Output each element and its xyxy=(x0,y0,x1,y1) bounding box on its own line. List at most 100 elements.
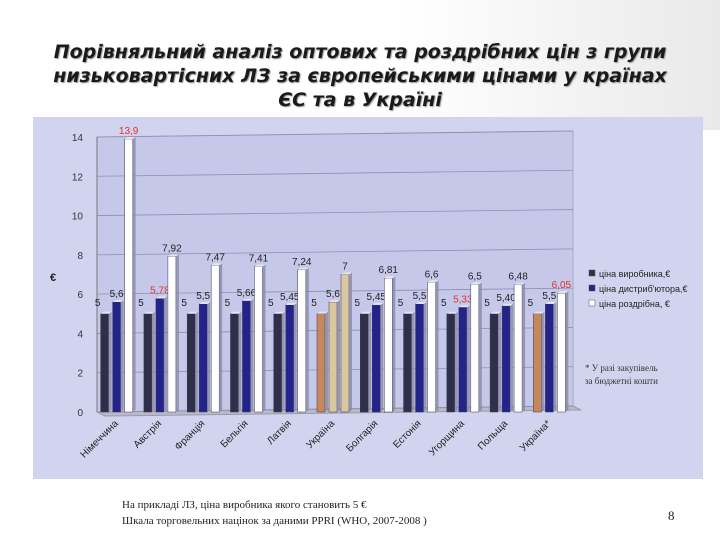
bar-top-series1 xyxy=(372,302,384,305)
data-label: 7,92 xyxy=(162,243,182,254)
y-tick-label: 4 xyxy=(77,329,83,340)
bar-side-series2 xyxy=(305,267,309,412)
bar-chart: 0 2 4 6 8 10 12 14 €5 5,6 13,9 Німеччина 5 5,78 7,92 Ав… xyxy=(50,126,688,461)
bar-side-series1 xyxy=(120,300,124,412)
data-label: 5,5 xyxy=(196,291,210,302)
legend-swatch xyxy=(588,269,596,277)
bar-series1 xyxy=(458,307,468,413)
bar-side-series2 xyxy=(435,280,439,412)
slide-header-background xyxy=(0,0,720,130)
bar-top-series2 xyxy=(341,272,352,275)
bar-side-series1 xyxy=(553,301,557,412)
bar-top-series1 xyxy=(458,305,470,308)
annotation-text: за бюджетні кошти xyxy=(585,376,658,386)
bar-top-series2 xyxy=(384,276,396,279)
y-tick-label: 10 xyxy=(72,212,84,223)
bar-top-series2 xyxy=(514,282,526,285)
bar-series0 xyxy=(403,313,412,413)
bar-side-series0 xyxy=(238,311,242,412)
bar-side-series0 xyxy=(151,311,155,412)
bar-series1 xyxy=(545,303,554,413)
data-label: 5 xyxy=(398,298,404,309)
bar-series0 xyxy=(230,313,239,413)
data-label: 5 xyxy=(528,298,534,309)
bar-top-series1 xyxy=(502,303,514,306)
gridline xyxy=(96,169,574,177)
bar-series0 xyxy=(143,313,153,413)
data-label: 6,5 xyxy=(468,271,482,282)
bar-top-series2 xyxy=(427,280,439,283)
data-label: 5 xyxy=(225,298,231,309)
x-tick-label: Угорщина xyxy=(427,418,467,458)
data-label: 5 xyxy=(268,298,274,309)
bar-top-series0 xyxy=(187,311,199,314)
bar-top-series0 xyxy=(403,311,415,314)
bar-side-series2 xyxy=(349,272,352,412)
bar-side-series1 xyxy=(466,305,470,412)
legend-swatch xyxy=(588,299,596,307)
data-label: 7 xyxy=(342,262,348,273)
bar-top-series1 xyxy=(545,301,557,304)
bar-series2 xyxy=(167,256,177,413)
data-label: 5 xyxy=(138,298,144,309)
bar-side-series0 xyxy=(498,311,502,412)
data-label: 5,6 xyxy=(110,289,124,300)
bar-series2 xyxy=(210,265,220,413)
bar-top-series1 xyxy=(415,301,427,304)
bar-top-series1 xyxy=(155,296,167,299)
data-label: 13,9 xyxy=(119,126,139,137)
data-label: 5,66 xyxy=(237,288,257,299)
y-tick-label: 14 xyxy=(72,133,84,144)
y-tick-label: 0 xyxy=(77,408,83,419)
y-tick-label: 2 xyxy=(77,369,83,380)
bar-series1 xyxy=(112,301,121,413)
bar-side-series2 xyxy=(132,136,136,412)
x-tick-label: Україна* xyxy=(518,418,554,454)
bar-side-series1 xyxy=(293,302,297,412)
bar-side-series2 xyxy=(219,263,223,412)
bar-top-series0 xyxy=(490,311,502,314)
data-label: 7,24 xyxy=(292,257,312,268)
bar-series0 xyxy=(533,313,542,413)
data-label: 5 xyxy=(441,298,447,309)
bar-series1 xyxy=(285,304,294,413)
data-label: 5,6 xyxy=(326,289,340,300)
bar-series2 xyxy=(513,284,523,413)
bar-series0 xyxy=(186,313,196,413)
bar-side-series2 xyxy=(392,276,396,412)
footnote: На прикладі ЛЗ, ціна виробника якого ста… xyxy=(122,497,427,529)
x-tick-label: Україна xyxy=(304,418,337,451)
bar-series0 xyxy=(316,313,326,413)
bar-side-series0 xyxy=(411,311,415,412)
x-tick-label: Бельгія xyxy=(219,418,251,450)
bar-series2 xyxy=(340,274,350,413)
bar-top-series0 xyxy=(230,311,242,314)
x-tick-label: Естонія xyxy=(391,418,423,450)
bar-side-series1 xyxy=(207,301,211,412)
slide-title-line: ЄС та в Україні xyxy=(278,89,442,111)
bar-top-series2 xyxy=(167,254,179,257)
bar-top-series2 xyxy=(124,136,136,139)
data-label: 5,33 xyxy=(453,294,473,305)
bar-side-series1 xyxy=(380,302,384,412)
bar-top-series2 xyxy=(557,291,569,294)
y-axis-label: € xyxy=(50,272,56,284)
bar-top-series0 xyxy=(360,311,372,314)
x-tick-label: Австрія xyxy=(132,418,164,450)
data-label: 7,47 xyxy=(205,252,225,263)
bar-series2 xyxy=(384,277,393,413)
bar-side-series1 xyxy=(510,303,514,412)
page-number: 8 xyxy=(668,508,675,523)
bar-series2 xyxy=(470,284,480,413)
bar-top-series0 xyxy=(273,311,285,314)
legend-entry: ціна виробника,€ xyxy=(599,269,670,279)
data-label: 5,45 xyxy=(367,292,387,303)
bar-series2 xyxy=(427,282,436,413)
gridline xyxy=(96,248,574,256)
bar-series2 xyxy=(557,292,566,413)
x-tick-label: Німеччина xyxy=(79,418,121,460)
annotation-text: * У разі закупівель xyxy=(585,363,658,373)
bar-top-series1 xyxy=(285,302,297,305)
bar-series2 xyxy=(254,266,263,413)
gridline xyxy=(96,130,574,138)
